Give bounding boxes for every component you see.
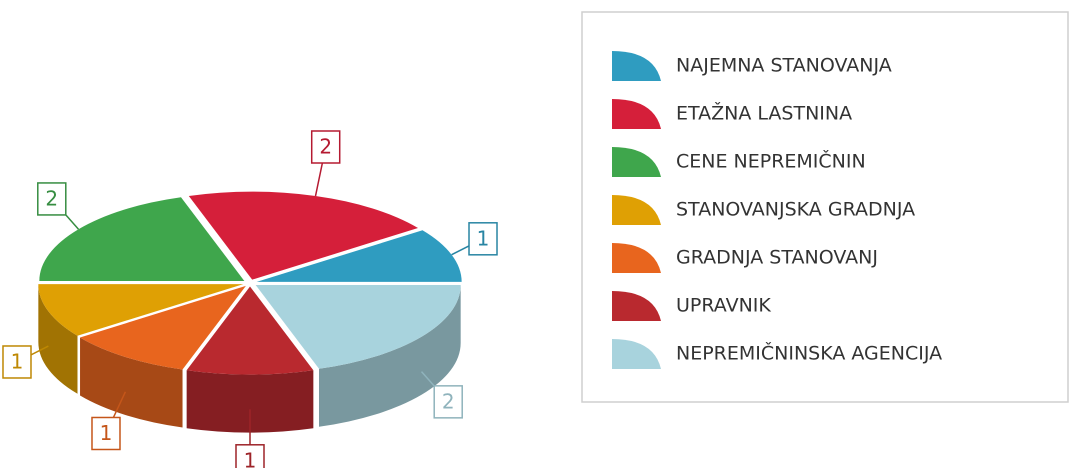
slice-side <box>186 370 314 433</box>
data-label: 1 <box>100 421 113 445</box>
legend-swatch <box>612 243 661 273</box>
data-label: 1 <box>11 349 24 373</box>
slice <box>256 230 462 282</box>
data-label-box <box>433 385 463 419</box>
legend-box <box>581 11 1069 403</box>
legend-swatch <box>612 51 661 81</box>
data-label: 2 <box>45 186 58 210</box>
legend-swatch <box>612 291 661 321</box>
legend-swatch <box>612 195 661 225</box>
legend-label: GRADNJA STANOVANJ <box>676 247 878 269</box>
data-label: 1 <box>244 448 257 468</box>
data-label-box <box>235 444 265 468</box>
legend-label: UPRAVNIK <box>676 295 771 317</box>
data-label-box <box>37 182 67 216</box>
slice-side <box>38 284 78 394</box>
data-label-box <box>91 416 121 451</box>
slice <box>255 285 461 369</box>
data-label-box <box>2 345 32 379</box>
legend-label: NEPREMIČNINSKA AGENCIJA <box>676 341 942 365</box>
data-label-box <box>468 222 498 256</box>
legend-swatch <box>612 147 661 177</box>
legend-label: STANOVANJSKA GRADNJA <box>676 199 915 221</box>
legend-swatch <box>612 339 661 369</box>
slice-side <box>319 285 461 427</box>
data-label: 1 <box>477 226 490 250</box>
legend-label: CENE NEPREMIČNIN <box>676 149 866 173</box>
slice-side <box>80 337 183 428</box>
slice <box>80 285 246 370</box>
slice <box>188 191 419 280</box>
legend-label: ETAŽNA LASTNINA <box>676 102 852 125</box>
slice <box>38 284 244 336</box>
slice <box>39 197 245 281</box>
data-label: 2 <box>442 389 455 413</box>
data-label: 2 <box>319 134 332 158</box>
legend-label: NAJEMNA STANOVANJA <box>676 55 892 77</box>
data-label-box <box>310 130 341 164</box>
legend-swatch <box>612 99 661 129</box>
slice <box>186 286 314 375</box>
